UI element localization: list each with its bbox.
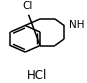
Text: HCl: HCl xyxy=(27,69,47,82)
Text: NH: NH xyxy=(69,21,85,30)
Text: Cl: Cl xyxy=(22,1,33,11)
